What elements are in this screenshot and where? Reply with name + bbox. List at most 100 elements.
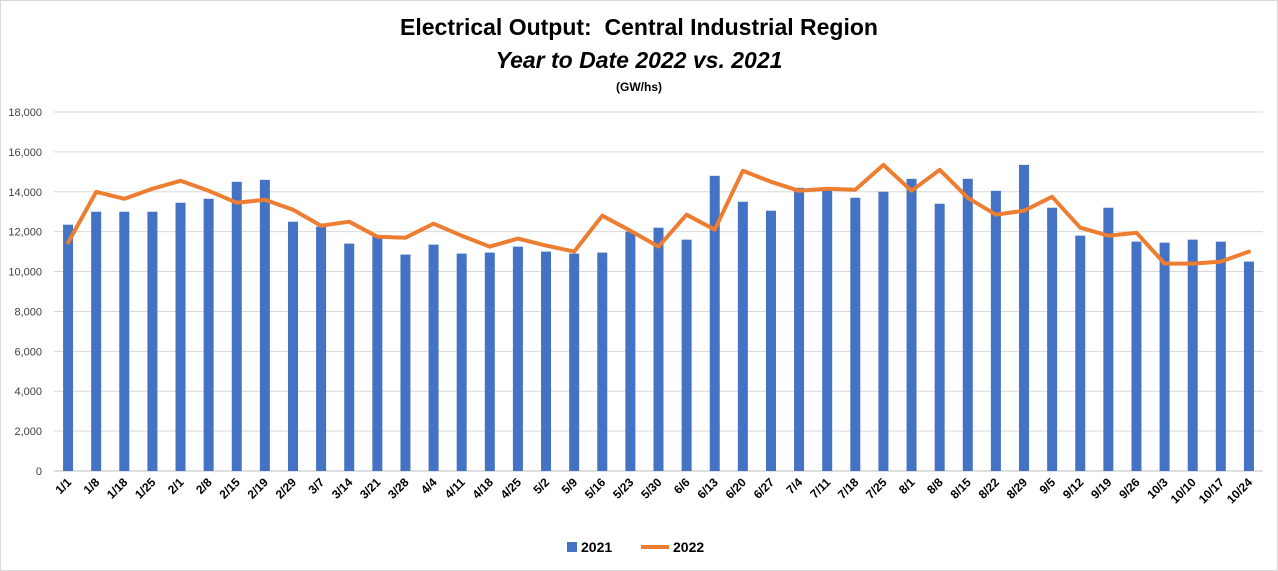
x-tick-label: 6/13: [694, 475, 721, 502]
bar: [765, 210, 776, 471]
bar: [681, 239, 692, 471]
x-tick-label: 5/16: [582, 475, 609, 502]
bar-series: [63, 164, 1254, 472]
bar: [934, 203, 945, 471]
bar: [1075, 235, 1086, 471]
x-tick-label: 2/15: [216, 475, 243, 502]
bar: [175, 202, 186, 471]
bar: [541, 251, 552, 471]
bar: [737, 201, 748, 471]
bar: [119, 211, 130, 471]
x-tick-label: 4/11: [442, 475, 468, 501]
y-tick-label: 6,000: [14, 346, 42, 358]
x-tick-label: 9/12: [1060, 475, 1087, 502]
x-tick-label: 1/1: [52, 475, 74, 497]
bar: [203, 198, 214, 471]
legend: 2021 2022: [567, 539, 704, 555]
bar: [428, 244, 439, 471]
x-tick-label: 7/25: [863, 475, 890, 502]
bar: [625, 231, 636, 471]
x-tick-label: 8/22: [976, 475, 1003, 502]
bar: [653, 227, 664, 471]
x-tick-label: 7/4: [784, 475, 806, 497]
y-tick-label: 8,000: [14, 306, 42, 318]
bar: [906, 178, 917, 471]
y-tick-label: 12,000: [8, 227, 42, 239]
bar: [456, 253, 467, 471]
x-tick-label: 3/21: [357, 475, 384, 502]
bar: [597, 252, 608, 471]
x-tick-label: 10/17: [1196, 475, 1227, 506]
x-tick-label: 2/29: [273, 475, 300, 502]
chart-subtitle: Year to Date 2022 vs. 2021: [496, 47, 783, 73]
y-tick-label: 10,000: [8, 267, 42, 279]
x-tick-label: 4/4: [418, 475, 440, 497]
x-tick-label: 8/29: [1004, 475, 1031, 502]
x-axis-ticks: 1/1 1/8 1/18 1/25 2/1 2/8 2/15 2/19 2/29 3/7 3/14 3…: [52, 475, 1255, 506]
chart-unit-label: (GW/hs): [616, 80, 662, 94]
x-tick-label: 7/18: [835, 475, 862, 502]
bar: [484, 252, 495, 471]
bar: [1103, 207, 1114, 471]
x-tick-label: 9/26: [1116, 475, 1143, 502]
bar: [259, 179, 270, 472]
legend-swatch-2021: [567, 542, 577, 552]
x-tick-label: 1/18: [104, 475, 131, 502]
x-tick-label: 5/2: [530, 475, 552, 497]
bar: [1159, 242, 1170, 471]
x-tick-label: 2/8: [193, 475, 215, 497]
x-tick-label: 7/11: [807, 475, 833, 501]
x-tick-label: 5/23: [610, 475, 637, 502]
bar: [1243, 261, 1254, 471]
y-tick-label: 18,000: [8, 107, 42, 119]
x-tick-label: 4/25: [498, 475, 525, 502]
x-tick-label: 8/15: [947, 475, 974, 502]
bar: [400, 254, 411, 471]
bar: [344, 243, 355, 471]
bar: [1047, 207, 1058, 471]
x-tick-label: 10/10: [1168, 475, 1199, 506]
x-tick-label: 8/8: [924, 475, 946, 497]
bar: [794, 187, 805, 472]
x-tick-label: 6/6: [671, 475, 693, 497]
bar: [1187, 239, 1198, 471]
x-tick-label: 6/27: [751, 475, 778, 502]
x-tick-label: 5/30: [638, 475, 665, 502]
x-tick-label: 6/20: [723, 475, 750, 502]
y-tick-label: 0: [36, 466, 42, 478]
bar: [147, 211, 158, 471]
bar: [850, 197, 861, 471]
x-tick-label: 9/19: [1088, 475, 1115, 502]
legend-label-2022: 2022: [673, 539, 704, 555]
x-tick-label: 4/18: [470, 475, 497, 502]
bar: [1019, 164, 1030, 471]
x-tick-label: 3/14: [329, 475, 356, 502]
bar: [287, 221, 298, 471]
bar: [569, 253, 580, 471]
bar: [63, 224, 74, 471]
x-tick-label: 5/9: [559, 475, 581, 497]
bar: [962, 178, 973, 471]
y-axis-ticks: 0 2,000 4,000 6,000 8,000 10,000 12,000 14,000 1…: [8, 107, 42, 478]
bar: [91, 211, 102, 471]
x-tick-label: 1/8: [81, 475, 103, 497]
bar: [1131, 241, 1142, 471]
bar: [822, 189, 833, 472]
y-tick-label: 4,000: [14, 386, 42, 398]
y-tick-label: 14,000: [8, 187, 42, 199]
x-tick-label: 1/25: [132, 475, 159, 502]
y-tick-label: 2,000: [14, 426, 42, 438]
x-tick-label: 10/24: [1224, 475, 1255, 506]
y-tick-label: 16,000: [8, 147, 42, 159]
bar: [709, 175, 720, 472]
x-tick-label: 3/7: [306, 475, 328, 497]
x-tick-label: 10/3: [1144, 475, 1171, 502]
bar: [512, 246, 523, 471]
bar: [878, 191, 889, 471]
x-tick-label: 2/19: [245, 475, 272, 502]
bar: [1215, 241, 1226, 471]
bar: [316, 226, 327, 471]
line-series: [66, 162, 1251, 266]
bar: [372, 235, 383, 471]
